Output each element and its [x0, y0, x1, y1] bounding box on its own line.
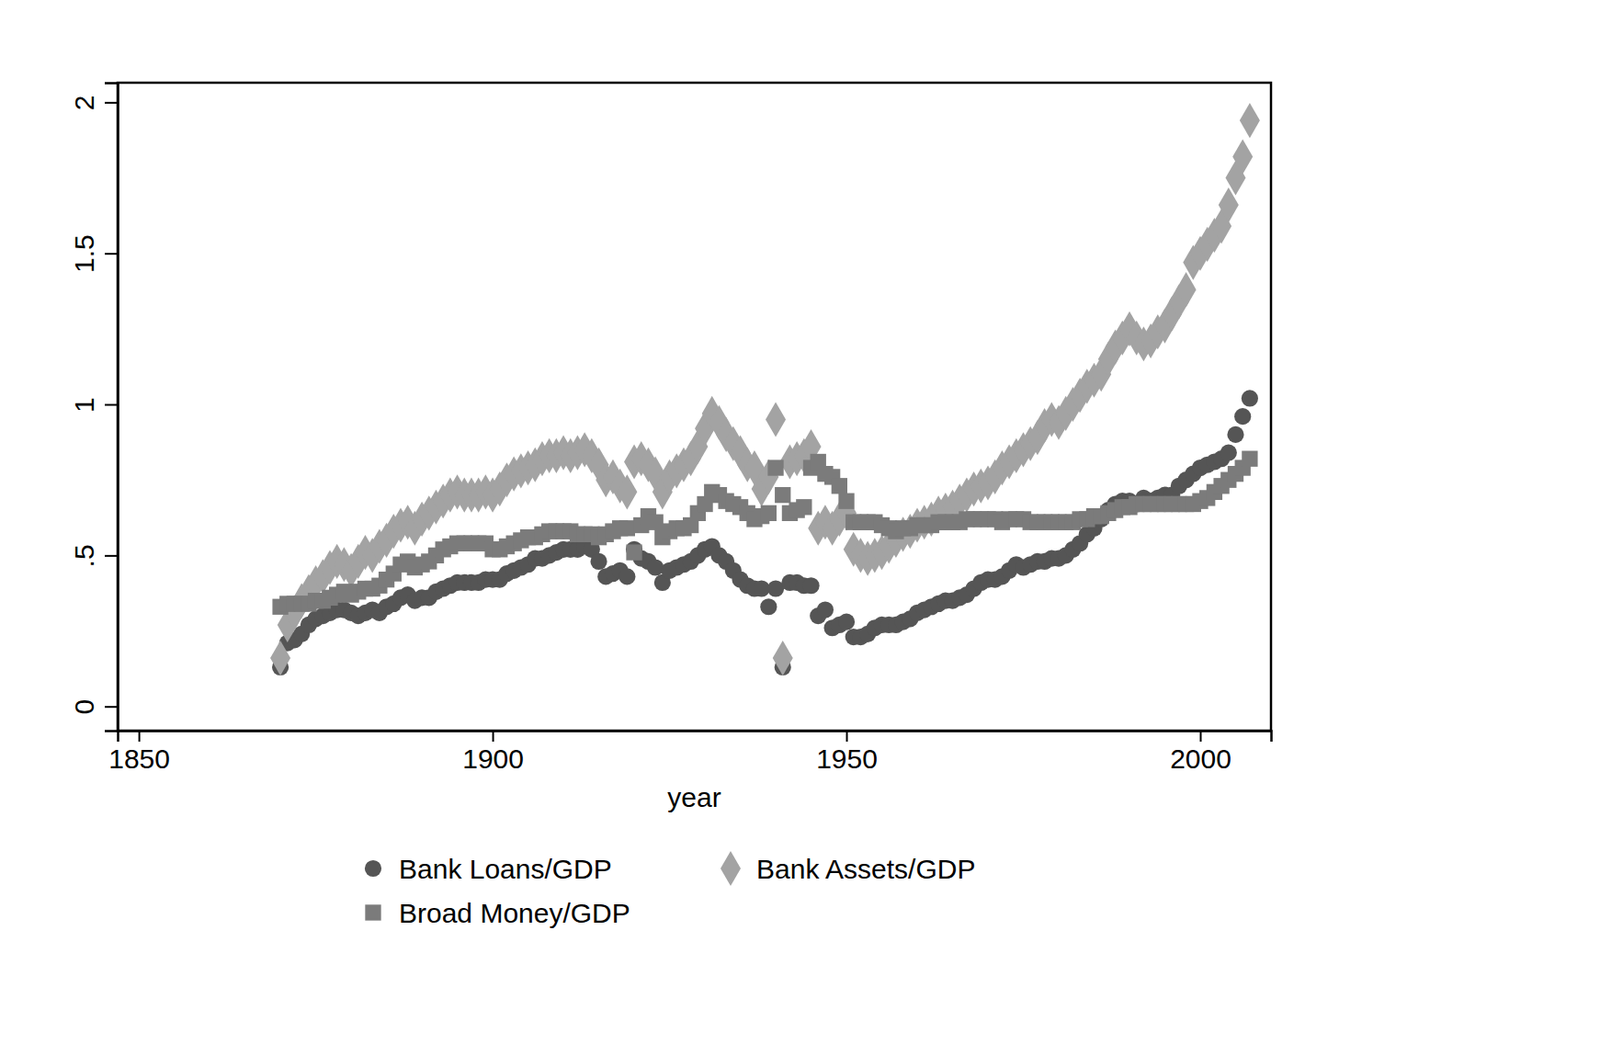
y-tick-label: 0	[68, 699, 100, 715]
legend-entry: Bank Assets/GDP	[720, 851, 976, 886]
y-tick: 0	[68, 699, 118, 715]
x-axis: 1850 1900 1950 2000	[108, 730, 1271, 774]
point	[767, 459, 783, 476]
point	[772, 640, 794, 676]
point	[838, 613, 855, 631]
point	[270, 640, 291, 676]
x-axis-title: year	[667, 782, 721, 813]
point	[831, 477, 848, 494]
y-axis-line	[104, 83, 119, 732]
point	[838, 493, 854, 510]
x-axis-line	[118, 731, 1272, 743]
point	[795, 499, 812, 515]
point	[1234, 408, 1251, 425]
x-tick: 2000	[1169, 730, 1232, 774]
point	[616, 474, 637, 510]
y-tick-mark	[104, 404, 118, 407]
point	[802, 577, 819, 594]
point	[646, 514, 663, 531]
point	[760, 505, 777, 522]
x-tick: 1900	[462, 730, 524, 774]
legend-label: Broad Money/GDP	[398, 897, 631, 929]
series	[270, 102, 1260, 676]
y-tick-label: .5	[68, 544, 100, 568]
series	[272, 451, 1258, 615]
x-tick-mark	[1200, 730, 1203, 742]
point	[590, 553, 607, 570]
legend-entry: Broad Money/GDP	[364, 897, 630, 929]
y-tick: 2	[68, 95, 118, 112]
point	[1241, 389, 1259, 407]
point	[646, 558, 664, 576]
legend: Bank Loans/GDP Bank Assets/GDP Broad Money…	[364, 851, 976, 929]
legend-marker	[364, 904, 381, 920]
y-tick: .5	[68, 544, 118, 568]
legend-entry: Bank Loans/GDP	[364, 853, 613, 885]
point	[774, 487, 791, 503]
point	[765, 401, 786, 437]
point	[817, 601, 834, 618]
y-tick-mark	[104, 555, 118, 557]
point	[1241, 451, 1258, 467]
point	[625, 544, 642, 560]
point	[1226, 426, 1244, 443]
point	[1220, 444, 1237, 462]
x-tick-label: 1950	[816, 743, 878, 774]
plot-frame	[117, 82, 1271, 731]
x-tick-mark	[138, 730, 141, 742]
y-tick: 1	[68, 397, 118, 413]
y-axis: 0 .5 1 1.5 2	[68, 83, 119, 732]
y-tick-label: 1.5	[68, 234, 100, 273]
legend-label: Bank Assets/GDP	[756, 853, 976, 885]
x-tick-mark	[492, 730, 495, 742]
y-tick-label: 1	[68, 397, 100, 413]
x-tick: 1850	[108, 730, 171, 774]
chart: 1850 1900 1950 2000 0 .5 1 1.5 2 year Bank Loans/G…	[0, 0, 1600, 1044]
point	[1239, 102, 1260, 138]
x-tick-mark	[846, 730, 849, 742]
point	[618, 567, 636, 585]
x-tick-label: 2000	[1169, 743, 1232, 774]
point	[760, 598, 777, 615]
y-tick: 1.5	[68, 234, 118, 273]
legend-marker	[364, 860, 382, 877]
legend-label: Bank Loans/GDP	[398, 853, 613, 885]
x-tick-label: 1900	[462, 743, 524, 774]
point	[1232, 138, 1253, 174]
y-tick-label: 2	[68, 95, 100, 112]
y-tick-mark	[104, 252, 118, 255]
y-tick-mark	[104, 102, 118, 104]
series	[272, 389, 1259, 676]
marks	[270, 102, 1260, 676]
point	[619, 520, 636, 536]
y-tick-mark	[104, 705, 118, 708]
x-tick-label: 1850	[108, 743, 171, 774]
x-tick: 1950	[816, 730, 878, 774]
legend-marker	[720, 851, 741, 886]
